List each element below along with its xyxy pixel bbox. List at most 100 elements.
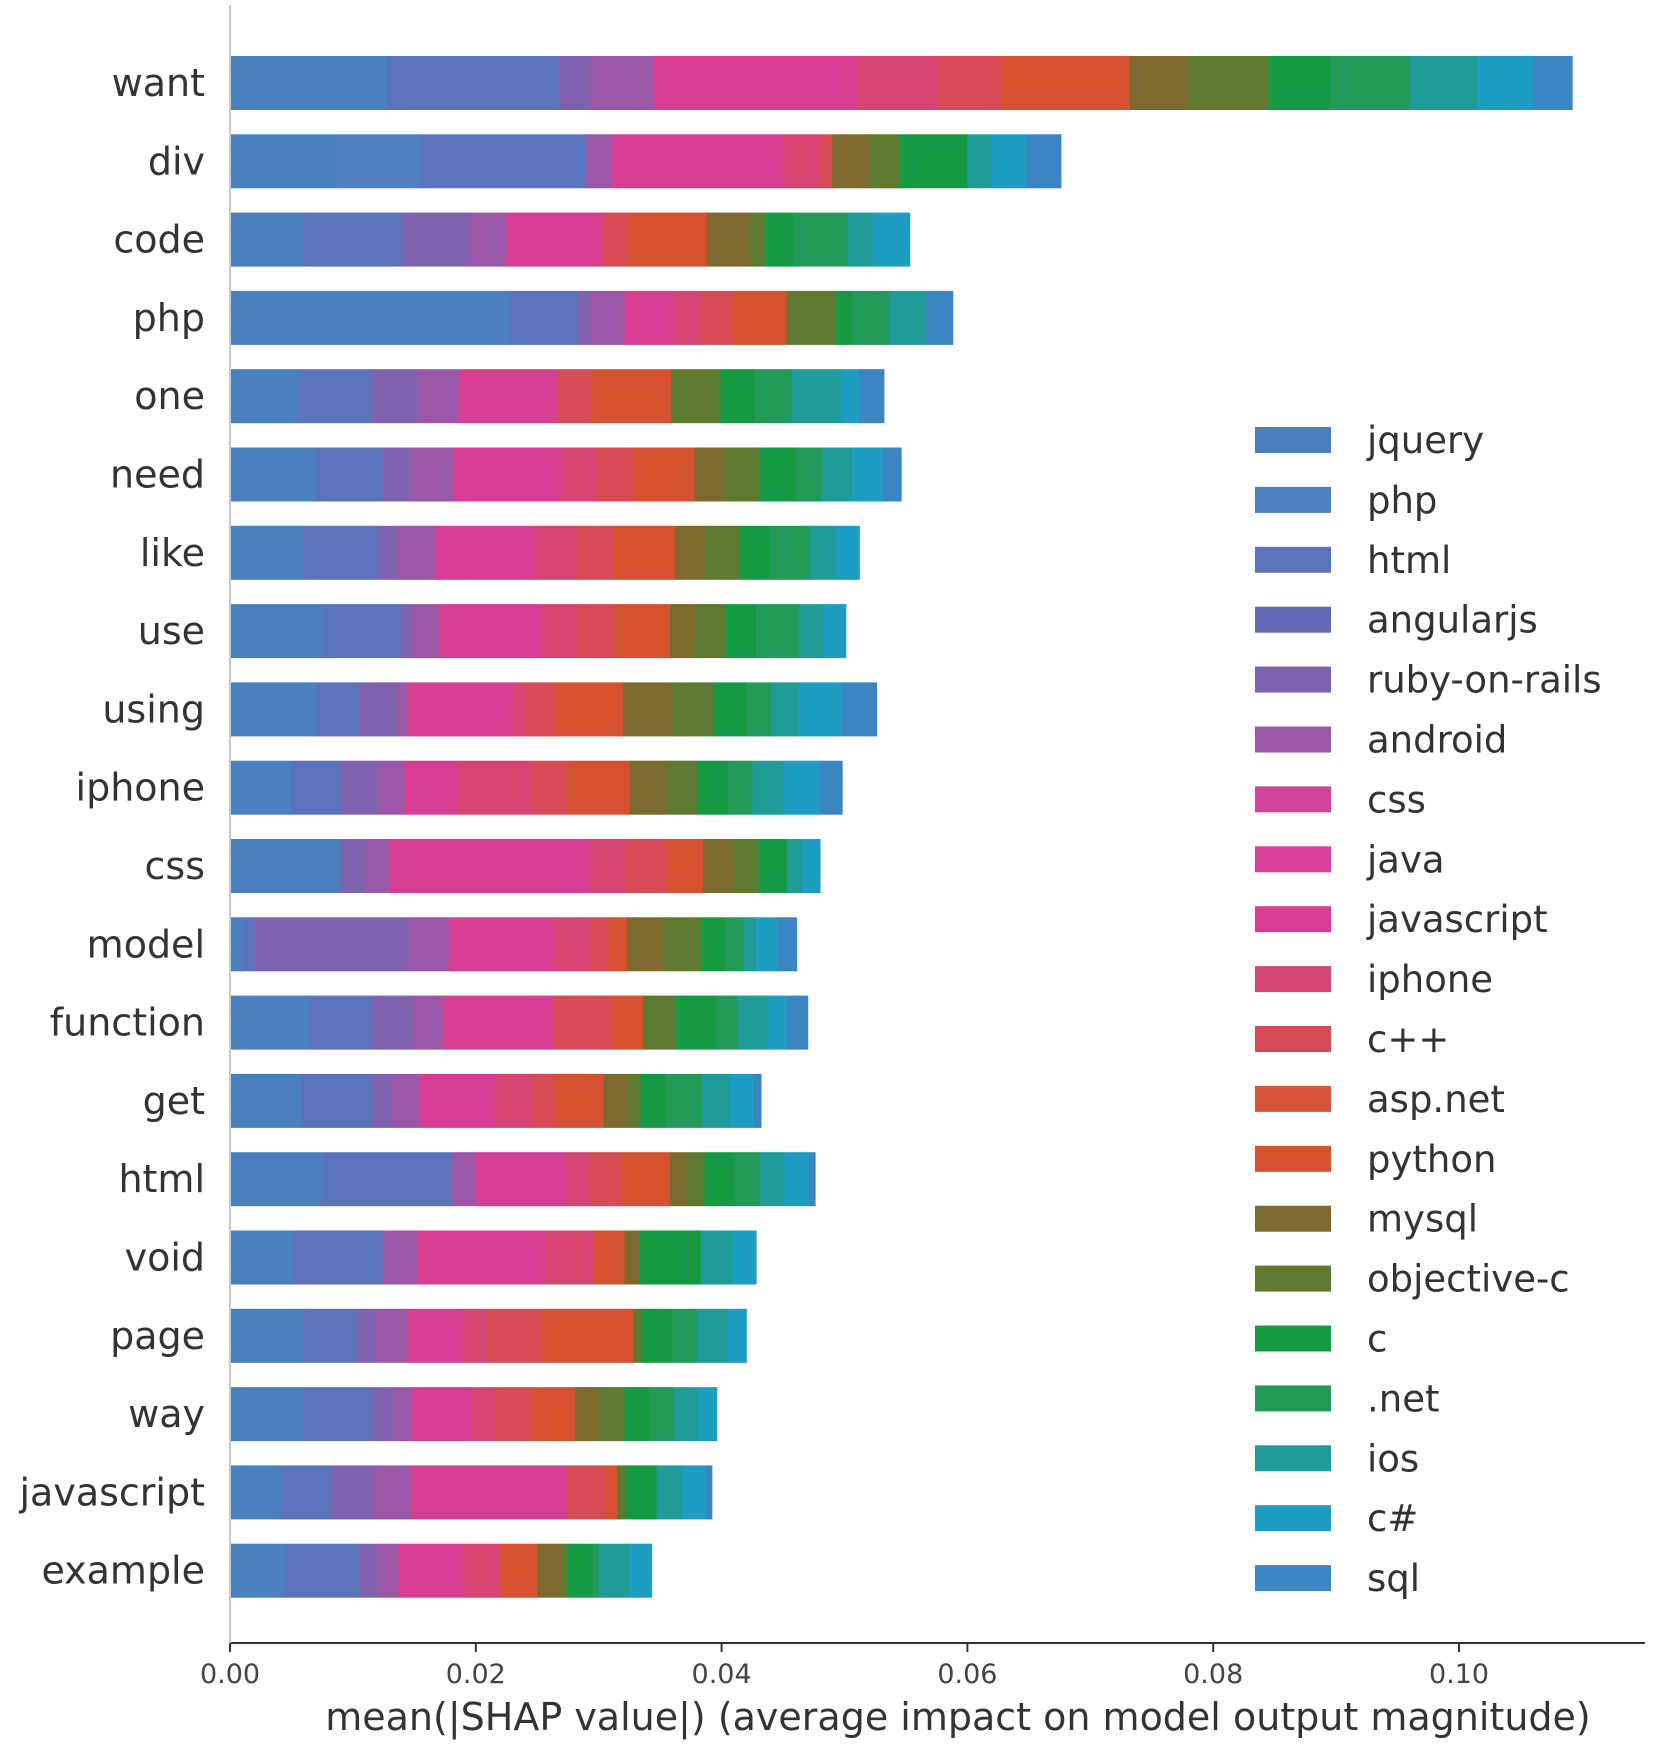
- bar-segment-model-jquery: [230, 917, 243, 972]
- bar-segment-use-mysql: [669, 604, 696, 659]
- bar-segment-one-python: [591, 369, 672, 424]
- bar-segment-css-c: [758, 839, 788, 893]
- bar-segment-want-ruby-on-rails: [559, 56, 591, 110]
- bar-segment-one-sql: [859, 369, 885, 424]
- bar-segment-css-c-: [625, 839, 667, 893]
- bar-segment-void-android: [383, 1230, 419, 1285]
- bar-segment-php-ruby-on-rails: [577, 290, 591, 345]
- bar-segment-model-mysql: [626, 917, 665, 972]
- legend-label-c-: c++: [1367, 1018, 1449, 1061]
- bar-segment-one--net: [754, 369, 793, 424]
- bar-segment-need-c-: [596, 447, 634, 502]
- bar-segment-using-mysql: [623, 682, 674, 737]
- bar-segment-one-ios: [791, 369, 842, 424]
- bar-segment-code--net: [792, 212, 849, 267]
- bar-segment-need-mysql: [694, 447, 724, 502]
- legend-label-php: php: [1367, 479, 1437, 522]
- bar-segment-like-javascript: [435, 525, 535, 580]
- bar-segment-css-jquery: [230, 839, 342, 893]
- bar-segment-using-iphone: [512, 682, 526, 737]
- bar-segment-want-objective-c: [1188, 56, 1270, 110]
- category-label-need: need: [110, 453, 205, 497]
- bar-segment-function-c-: [553, 995, 613, 1050]
- bar-segment-iphone-c-: [783, 760, 821, 815]
- bar-segment-get-ios: [701, 1073, 730, 1128]
- bar-segment-way-mysql: [575, 1387, 601, 1442]
- bar-segment-way-python: [532, 1387, 576, 1442]
- bar-segment-div-php: [334, 134, 422, 189]
- bar-segment-want-jquery: [230, 56, 388, 110]
- legend-label-objective-c: objective-c: [1367, 1258, 1570, 1301]
- bar-segment-code-objective-c: [749, 212, 766, 267]
- bar-segment-void-c: [639, 1230, 702, 1285]
- x-axis: 0.00 0.02 0.04 0.06 0.08 0.10: [200, 1642, 1645, 1690]
- x-axis-title: mean(|SHAP value|) (average impact on mo…: [325, 1695, 1591, 1740]
- bar-segment-use-python: [614, 604, 671, 659]
- bar-segment-want-c: [1268, 56, 1331, 110]
- legend-swatch-python: [1255, 1145, 1331, 1172]
- bar-segment-model-c-: [756, 917, 779, 972]
- bar-segment-way-javascript: [411, 1387, 472, 1442]
- bar-segment-using-jquery: [230, 682, 317, 737]
- legend-label-python: python: [1367, 1138, 1496, 1181]
- bar-segment-page-objective-c: [633, 1308, 643, 1363]
- legend-swatch-java: [1255, 846, 1331, 873]
- bar-segment-iphone-sql: [819, 760, 843, 815]
- bar-segment-use-objective-c: [694, 604, 726, 659]
- bar-segment-one-objective-c: [671, 369, 721, 424]
- bar-segment-page-iphone: [463, 1308, 489, 1363]
- bar-segment-example-c-: [629, 1543, 653, 1598]
- bar-segment-iphone-python: [567, 760, 631, 815]
- legend-swatch-mysql: [1255, 1205, 1331, 1232]
- legend-label-mysql: mysql: [1367, 1198, 1478, 1241]
- bar-segment-get-ruby-on-rails: [372, 1073, 392, 1128]
- bar-segment-page-html: [303, 1308, 358, 1363]
- bar-segment-iphone-iphone: [457, 760, 532, 815]
- bar-segment-function-jquery: [230, 995, 311, 1050]
- bar-segment-iphone-jquery: [230, 760, 293, 815]
- bar-segment-get-python: [554, 1073, 605, 1128]
- category-labels: want div code php one need like use using iphone c…: [18, 61, 205, 1593]
- bar-segment-page--net: [672, 1308, 698, 1363]
- bar-segment-get-html: [301, 1073, 374, 1128]
- bar-segment-function-c: [676, 995, 717, 1050]
- x-tick-label: 0.04: [692, 1659, 752, 1690]
- bar-segment-use-c: [725, 604, 757, 659]
- category-label-example: example: [41, 1549, 205, 1593]
- category-label-html: html: [118, 1157, 205, 1201]
- bar-segment-div-c: [899, 134, 968, 189]
- x-tick-label: 0.00: [200, 1659, 260, 1690]
- bar-segment-iphone-javascript: [404, 760, 458, 815]
- bar-segment-get-sql: [753, 1073, 762, 1128]
- bar-segment-like-iphone: [533, 525, 578, 580]
- bar-segment-one-javascript: [458, 369, 558, 424]
- legend-swatch-c: [1255, 1325, 1331, 1352]
- bar-segment-iphone-c: [697, 760, 729, 815]
- bar-segment-example-android: [377, 1543, 399, 1598]
- category-label-get: get: [143, 1079, 205, 1123]
- bar-segment-way-objective-c: [599, 1387, 626, 1442]
- bar-segment-void-iphone: [544, 1230, 595, 1285]
- bar-segment-like-c-: [576, 525, 615, 580]
- bar-segment-html-ios: [759, 1152, 785, 1207]
- bar-segment-function-ios: [737, 995, 769, 1050]
- bar-segment-use-ios: [799, 604, 825, 659]
- bar-segment-div-objective-c: [869, 134, 901, 189]
- bar-segment-like-ruby-on-rails: [377, 525, 397, 580]
- bar-segment-function-sql: [786, 995, 809, 1050]
- bar-segment-void-mysql: [624, 1230, 640, 1285]
- bar-segment-php-android: [590, 290, 626, 345]
- category-label-css: css: [145, 844, 206, 888]
- bar-segment-function-ruby-on-rails: [371, 995, 413, 1050]
- legend-label-css: css: [1367, 778, 1426, 821]
- bar-segment-model-c: [700, 917, 726, 972]
- legend-swatch-iphone: [1255, 966, 1331, 993]
- bar-segment-model-objective-c: [663, 917, 702, 972]
- bar-segment-example-mysql: [537, 1543, 563, 1598]
- legend-swatch-ruby-on-rails: [1255, 666, 1331, 693]
- bar-segment-function-javascript: [442, 995, 554, 1050]
- legend-label-javascript: javascript: [1366, 898, 1548, 941]
- bar-segment-need-objective-c: [722, 447, 761, 502]
- bar-segment-code-android: [469, 212, 508, 267]
